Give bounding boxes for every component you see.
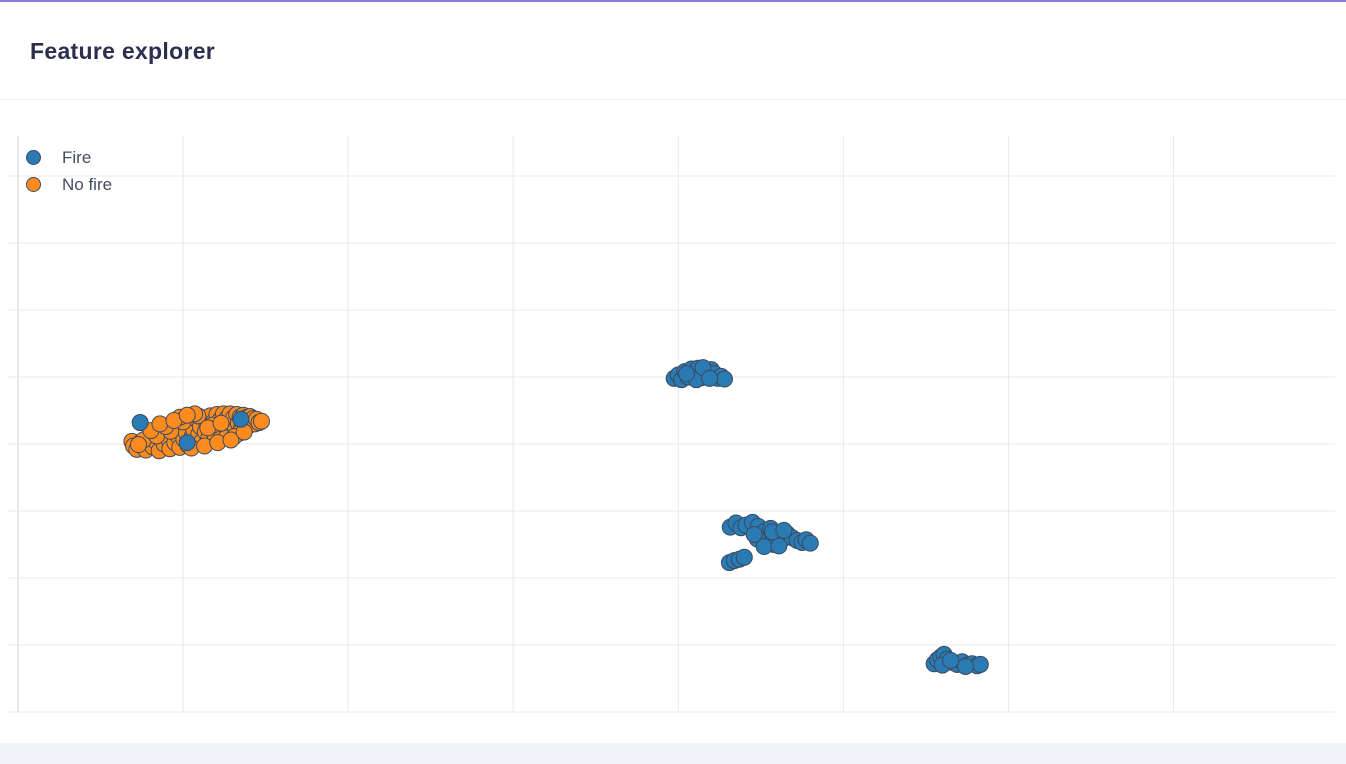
feature-explorer-panel: Feature explorer Fire No fire <box>0 2 1346 743</box>
data-point-fire[interactable] <box>775 521 793 539</box>
legend-marker-no-fire <box>26 177 41 192</box>
data-point-fire[interactable] <box>770 537 788 555</box>
data-point-fire[interactable] <box>735 548 753 566</box>
data-point-no-fire[interactable] <box>129 436 147 454</box>
data-point-fire[interactable] <box>178 434 196 452</box>
legend-item-fire[interactable]: Fire <box>26 144 112 171</box>
panel-header: Feature explorer <box>0 2 1346 100</box>
scatter-chart[interactable]: Fire No fire <box>0 100 1346 743</box>
legend-item-no-fire[interactable]: No fire <box>26 171 112 198</box>
page-title: Feature explorer <box>30 38 216 64</box>
chart-legend[interactable]: Fire No fire <box>26 144 112 198</box>
data-point-no-fire[interactable] <box>252 412 270 430</box>
data-point-no-fire[interactable] <box>178 406 196 424</box>
data-point-fire[interactable] <box>701 369 719 387</box>
data-point-no-fire[interactable] <box>151 415 169 433</box>
data-point-no-fire[interactable] <box>222 431 240 449</box>
page-footer-strip <box>0 743 1346 764</box>
data-point-fire[interactable] <box>131 414 149 432</box>
data-point-fire[interactable] <box>232 410 250 428</box>
top-accent-bar <box>0 0 1346 2</box>
data-point-fire[interactable] <box>942 651 960 669</box>
data-points[interactable] <box>123 359 989 675</box>
data-point-fire[interactable] <box>801 534 819 552</box>
legend-marker-fire <box>26 150 41 165</box>
scatter-plot-svg[interactable] <box>0 100 1346 743</box>
data-point-no-fire[interactable] <box>212 414 230 432</box>
legend-label-no-fire: No fire <box>62 174 113 194</box>
data-point-fire[interactable] <box>971 655 989 673</box>
data-point-fire[interactable] <box>956 657 974 675</box>
data-point-fire[interactable] <box>715 370 733 388</box>
legend-label-fire: Fire <box>62 147 92 167</box>
data-point-fire[interactable] <box>678 365 696 383</box>
data-point-fire[interactable] <box>745 525 763 543</box>
